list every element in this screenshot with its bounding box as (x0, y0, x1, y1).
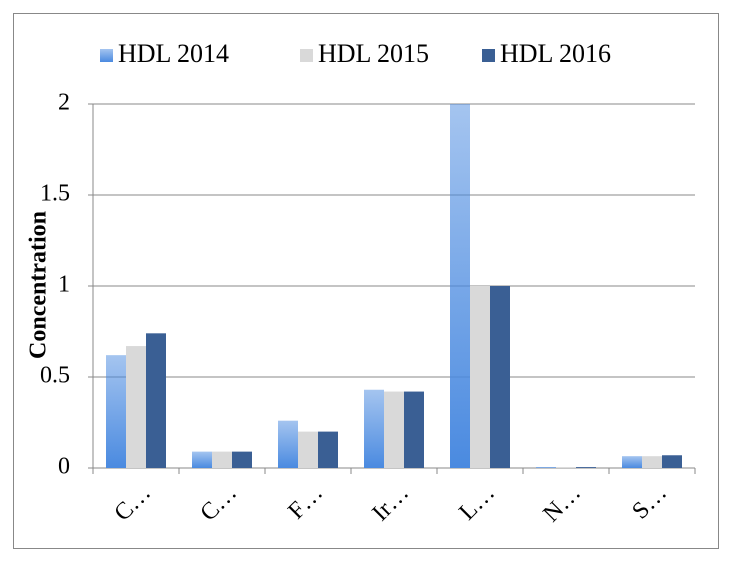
legend-swatch (482, 49, 495, 62)
bar (106, 355, 126, 468)
bar (192, 451, 212, 468)
bar (364, 389, 384, 468)
bar (126, 346, 146, 468)
bar (642, 456, 662, 468)
bar (212, 451, 232, 468)
y-tick-label: 0.5 (40, 363, 70, 389)
legend-label: HDL 2016 (500, 39, 611, 68)
legend-label: HDL 2015 (318, 39, 429, 68)
bar (278, 420, 298, 468)
y-axis-label: Concentration (26, 211, 52, 359)
bar (490, 286, 510, 468)
bar (404, 391, 424, 468)
bar (662, 455, 682, 468)
bar (576, 467, 596, 468)
bar (298, 431, 318, 468)
bar (556, 467, 576, 468)
bar (232, 451, 252, 468)
bar (536, 467, 556, 468)
bar (146, 333, 166, 468)
y-tick-label: 1 (58, 272, 70, 298)
bar (318, 431, 338, 468)
bar (384, 391, 404, 468)
legend-label: HDL 2014 (118, 39, 229, 68)
legend-swatch (100, 49, 113, 62)
bar (470, 286, 490, 468)
bar (622, 456, 642, 468)
bar (450, 104, 470, 468)
y-tick-label: 0 (58, 454, 70, 480)
y-tick-label: 1.5 (40, 181, 70, 207)
legend-swatch (300, 49, 313, 62)
y-tick-label: 2 (58, 90, 70, 116)
